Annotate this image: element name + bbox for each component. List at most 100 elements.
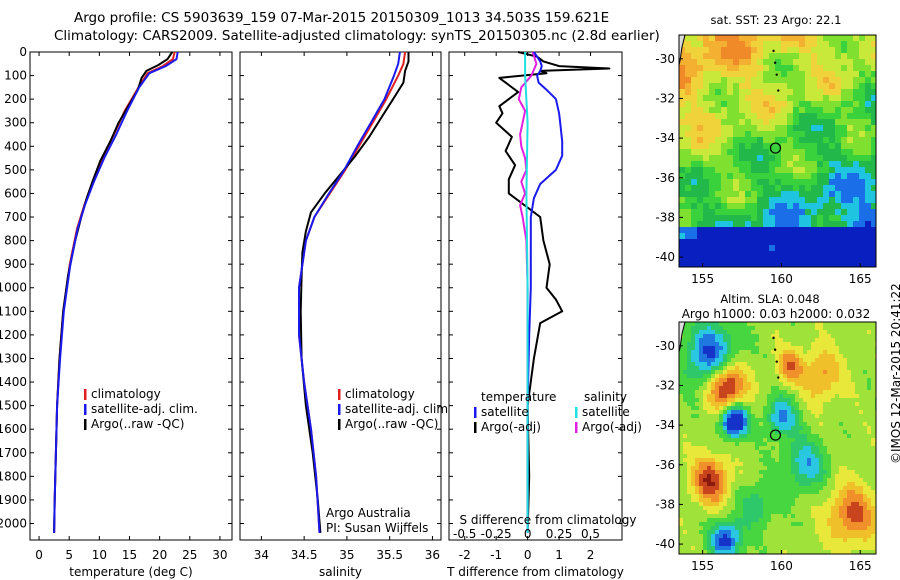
sla-map-cell [783, 482, 787, 486]
sla-map-cell [815, 486, 819, 490]
sla-map-cell [835, 454, 839, 458]
sst-map-cell [775, 209, 781, 215]
sla-map-cell [735, 402, 739, 406]
sla-map-cell [787, 378, 791, 382]
sla-map-cell [871, 542, 875, 546]
sla-map-cell [807, 342, 811, 346]
sla-map-cell [727, 350, 731, 354]
sla-map-cell [739, 538, 743, 542]
sla-map-cell [855, 402, 859, 406]
sla-map-cell [679, 498, 683, 502]
sla-map-cell [815, 322, 819, 326]
sla-map-cell [847, 358, 851, 362]
sla-map-cell [687, 390, 691, 394]
sla-map-cell [827, 446, 831, 450]
sst-map-cell [685, 155, 691, 161]
sla-map-cell [799, 474, 803, 478]
sla-map-cell [851, 334, 855, 338]
sla-map-cell [727, 490, 731, 494]
sla-map-cell [715, 514, 719, 518]
sla-map-cell [843, 430, 847, 434]
sla-map-cell [683, 406, 687, 410]
sla-map-cell [703, 350, 707, 354]
sla-map-cell [839, 394, 843, 398]
sst-map-cell [847, 161, 853, 167]
sla-map-xtick-label: 165 [849, 559, 872, 573]
sla-map-cell [811, 542, 815, 546]
sla-map-cell [795, 366, 799, 370]
sla-map-cell [779, 342, 783, 346]
sla-map-cell [739, 518, 743, 522]
sst-map-cell [787, 65, 793, 71]
sst-map-cell [697, 35, 703, 41]
sla-map-cell [783, 478, 787, 482]
sst-map-cell [859, 203, 865, 209]
sla-map-cell [795, 386, 799, 390]
sla-map-cell [735, 358, 739, 362]
sla-map-cell [703, 330, 707, 334]
sst-map-cell [835, 227, 841, 233]
sst-map-cell [775, 167, 781, 173]
sst-map-cell [679, 203, 685, 209]
sla-map-cell [751, 434, 755, 438]
sla-map-cell [863, 550, 867, 554]
sla-map-cell [823, 334, 827, 338]
sst-map-cell [799, 227, 805, 233]
sla-map-cell [835, 406, 839, 410]
sla-map-cell [787, 542, 791, 546]
sla-map-cell [735, 442, 739, 446]
sla-map-cell [767, 346, 771, 350]
sla-map-cell [691, 358, 695, 362]
sla-map-cell [751, 382, 755, 386]
sla-map-cell [839, 442, 843, 446]
sst-map-cell [739, 257, 745, 263]
sla-map-cell [843, 334, 847, 338]
sst-map-cell [709, 203, 715, 209]
sla-map-cell [755, 418, 759, 422]
sla-map-cell [843, 338, 847, 342]
sst-map-cell [769, 131, 775, 137]
sla-map-cell [819, 326, 823, 330]
sst-map-cell [769, 143, 775, 149]
sla-map-cell [743, 490, 747, 494]
sst-map-cell [811, 209, 817, 215]
sla-map-cell [811, 458, 815, 462]
sla-map-cell [691, 402, 695, 406]
sla-map-cell [839, 474, 843, 478]
sla-map-cell [759, 514, 763, 518]
sla-map-cell [819, 350, 823, 354]
sla-map-cell [859, 490, 863, 494]
sla-map-cell [783, 458, 787, 462]
sla-map-cell [695, 418, 699, 422]
sla-map-cell [799, 502, 803, 506]
sla-map-cell [679, 462, 683, 466]
series-line-satellite-adj-clim- [298, 51, 401, 533]
sla-map-cell [843, 446, 847, 450]
sla-map-cell [699, 346, 703, 350]
sst-map-cell [769, 137, 775, 143]
sst-map-cell [787, 179, 793, 185]
sla-map-cell [743, 322, 747, 326]
sla-map-cell [867, 434, 871, 438]
sla-map-cell [779, 458, 783, 462]
sla-map-cell [715, 370, 719, 374]
sst-map-cell [745, 95, 751, 101]
sla-map-cell [835, 346, 839, 350]
sst-map-cell [793, 149, 799, 155]
sst-map-cell [865, 239, 871, 245]
sla-map-cell [727, 506, 731, 510]
sla-map-cell [695, 326, 699, 330]
sla-map-cell [811, 438, 815, 442]
sla-map-cell [847, 550, 851, 554]
sla-map-cell [771, 414, 775, 418]
sst-map-cell [691, 215, 697, 221]
sst-map-cell [763, 191, 769, 197]
sla-map-cell [867, 470, 871, 474]
sla-map-cell [783, 362, 787, 366]
sla-map-cell [759, 374, 763, 378]
sla-map-cell [767, 430, 771, 434]
sla-map-cell [755, 526, 759, 530]
sla-map-cell [687, 386, 691, 390]
sst-map-cell [721, 263, 727, 267]
sst-map-cell [829, 239, 835, 245]
